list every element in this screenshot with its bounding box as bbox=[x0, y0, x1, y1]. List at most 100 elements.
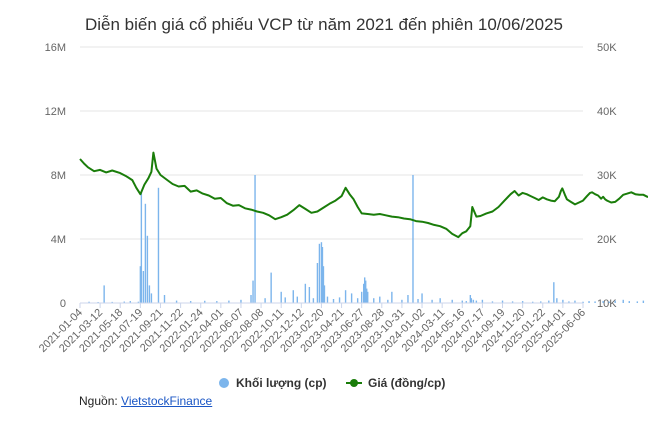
volume-bar-55 bbox=[391, 291, 393, 303]
volume-bar-72 bbox=[501, 300, 504, 303]
volume-bar-33 bbox=[312, 298, 315, 303]
volume-bar-82 bbox=[574, 300, 576, 303]
volume-bar-67 bbox=[470, 298, 473, 303]
volume-bar-78 bbox=[553, 282, 555, 303]
volume-bar-43 bbox=[344, 290, 347, 303]
volume-bar-75 bbox=[532, 301, 534, 303]
volume-bar-8 bbox=[140, 191, 143, 303]
volume-bar-4 bbox=[123, 301, 125, 303]
volume-bar-69 bbox=[475, 300, 478, 303]
y-axis-right: 10K 20K 30K 40K 50K bbox=[597, 42, 617, 310]
volume-bar-89 bbox=[622, 299, 624, 303]
volume-bar-44 bbox=[350, 293, 353, 303]
volume-bar-34 bbox=[316, 263, 319, 303]
chart-title: Diễn biến giá cổ phiếu VCP từ năm 2021 đ… bbox=[85, 15, 563, 34]
volume-bar-57 bbox=[407, 295, 409, 303]
volume-bar-17 bbox=[189, 301, 192, 303]
volume-bar-49 bbox=[365, 280, 367, 303]
volume-bar-37 bbox=[321, 247, 324, 303]
y-left-tick-3: 12M bbox=[45, 106, 66, 118]
volume-bar-91 bbox=[636, 301, 639, 303]
volume-bar-53 bbox=[379, 296, 381, 303]
price-series-line bbox=[79, 151, 648, 239]
volume-bar-71 bbox=[491, 301, 494, 303]
volume-bar-64 bbox=[461, 300, 463, 303]
y-right-tick-3: 40K bbox=[597, 106, 617, 118]
legend-item-price[interactable]: Giá (đồng/cp) bbox=[346, 376, 445, 390]
volume-bar-88 bbox=[614, 300, 616, 303]
volume-bars bbox=[88, 175, 645, 303]
volume-bar-86 bbox=[602, 300, 604, 303]
volume-bar-62 bbox=[439, 298, 441, 303]
volume-bar-65 bbox=[465, 301, 468, 303]
y-right-tick-2: 30K bbox=[597, 170, 617, 182]
volume-bar-80 bbox=[562, 299, 564, 303]
volume-bar-46 bbox=[360, 291, 363, 303]
volume-bar-26 bbox=[270, 272, 272, 303]
volume-bar-31 bbox=[304, 283, 307, 303]
volume-bar-90 bbox=[628, 301, 630, 303]
legend[interactable]: Khối lượng (cp) Giá (đồng/cp) bbox=[219, 376, 445, 390]
volume-bar-42 bbox=[338, 297, 341, 303]
volume-bar-35 bbox=[318, 243, 321, 303]
volume-bar-58 bbox=[412, 175, 414, 303]
volume-bar-41 bbox=[332, 299, 335, 303]
volume-bar-24 bbox=[254, 175, 256, 303]
volume-bar-40 bbox=[326, 296, 329, 303]
source-link[interactable]: VietstockFinance bbox=[121, 394, 213, 408]
volume-bar-48 bbox=[363, 277, 366, 303]
volume-bar-50 bbox=[366, 288, 368, 303]
volume-bar-85 bbox=[594, 301, 596, 303]
y-right-tick-0: 10K bbox=[597, 298, 617, 310]
volume-bar-61 bbox=[431, 299, 433, 303]
y-right-tick-1: 20K bbox=[597, 234, 617, 246]
volume-bar-32 bbox=[308, 287, 311, 303]
volume-bar-12 bbox=[148, 285, 151, 303]
volume-bar-59 bbox=[417, 299, 419, 303]
volume-bar-22 bbox=[250, 295, 252, 303]
volume-bar-10 bbox=[144, 203, 147, 303]
volume-bar-66 bbox=[469, 295, 472, 303]
price-line-group bbox=[79, 151, 648, 239]
legend-volume-label: Khối lượng (cp) bbox=[236, 376, 327, 390]
volume-bar-23 bbox=[252, 280, 254, 303]
volume-bar-60 bbox=[421, 293, 423, 303]
volume-bar-14 bbox=[157, 187, 160, 303]
volume-bar-0 bbox=[88, 301, 90, 303]
volume-bar-63 bbox=[451, 299, 453, 303]
volume-bar-5 bbox=[129, 301, 131, 303]
volume-bar-70 bbox=[481, 299, 484, 303]
volume-bar-77 bbox=[548, 300, 550, 303]
y-left-tick-4: 16M bbox=[45, 42, 66, 54]
volume-bar-51 bbox=[367, 291, 369, 303]
y-left-tick-2: 8M bbox=[51, 170, 66, 182]
volume-bar-38 bbox=[322, 266, 325, 303]
volume-bar-68 bbox=[472, 299, 475, 303]
volume-bar-2 bbox=[103, 285, 105, 303]
volume-bar-28 bbox=[284, 297, 286, 303]
legend-item-volume[interactable]: Khối lượng (cp) bbox=[219, 376, 327, 390]
volume-bar-52 bbox=[373, 298, 375, 303]
volume-bar-73 bbox=[511, 301, 514, 303]
volume-bar-56 bbox=[401, 299, 403, 303]
volume-bar-92 bbox=[642, 300, 645, 303]
volume-bar-45 bbox=[356, 298, 359, 303]
source-line: Nguồn: VietstockFinance bbox=[79, 394, 212, 408]
volume-bar-83 bbox=[582, 301, 584, 303]
volume-bar-19 bbox=[216, 301, 218, 303]
y-left-tick-0: 0 bbox=[60, 298, 66, 310]
volume-bar-16 bbox=[175, 300, 178, 303]
legend-price-marker bbox=[350, 379, 358, 387]
volume-bar-81 bbox=[568, 301, 570, 303]
volume-bar-30 bbox=[296, 296, 298, 303]
volume-bar-18 bbox=[204, 300, 206, 303]
volume-bar-79 bbox=[556, 298, 558, 303]
y-left-tick-1: 4M bbox=[51, 234, 66, 246]
volume-bar-25 bbox=[264, 298, 266, 303]
legend-price-label: Giá (đồng/cp) bbox=[368, 376, 445, 390]
grid-lines bbox=[80, 46, 583, 304]
source-label: Nguồn: bbox=[79, 394, 118, 408]
volume-bar-47 bbox=[362, 283, 365, 303]
